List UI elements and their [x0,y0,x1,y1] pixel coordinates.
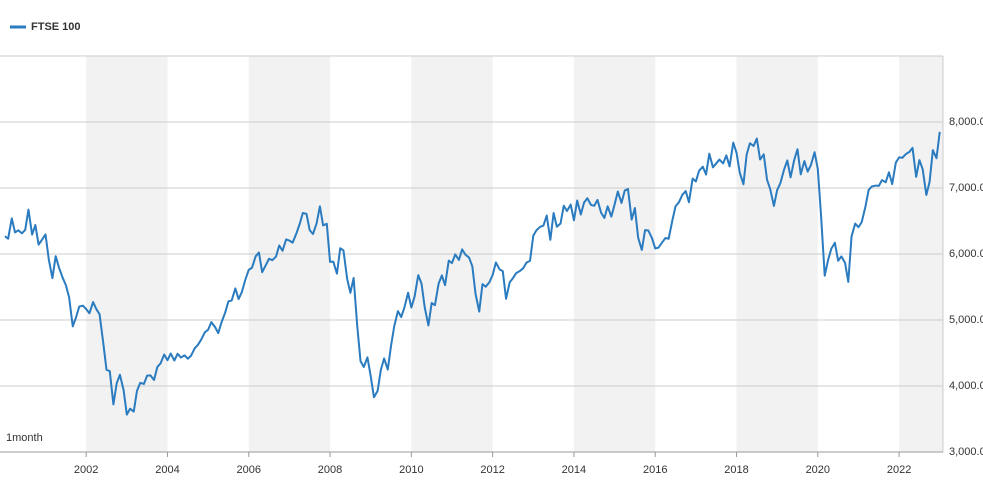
y-tick-label: 5,000.00 [949,314,983,326]
series-line [4,131,941,416]
y-tick-label: 7,000.00 [949,182,983,194]
x-tick-label: 2016 [643,464,667,476]
x-tick-label: 2010 [399,464,423,476]
x-tick-label: 2008 [318,464,342,476]
y-tick-label: 3,000.00 [949,446,983,458]
x-tick-label: 2018 [724,464,748,476]
y-tick-label: 8,000.00 [949,116,983,128]
x-tick-label: 2020 [806,464,830,476]
x-tick-label: 2014 [562,464,586,476]
x-tick-label: 2012 [480,464,504,476]
y-tick-label: 4,000.00 [949,380,983,392]
x-tick-label: 2022 [887,464,911,476]
y-tick-label: 6,000.00 [949,248,983,260]
x-tick-label: 2006 [237,464,261,476]
period-label: 1month [6,432,43,444]
legend-label: FTSE 100 [31,21,81,33]
x-tick-label: 2004 [155,464,179,476]
x-tick-label: 2002 [74,464,98,476]
